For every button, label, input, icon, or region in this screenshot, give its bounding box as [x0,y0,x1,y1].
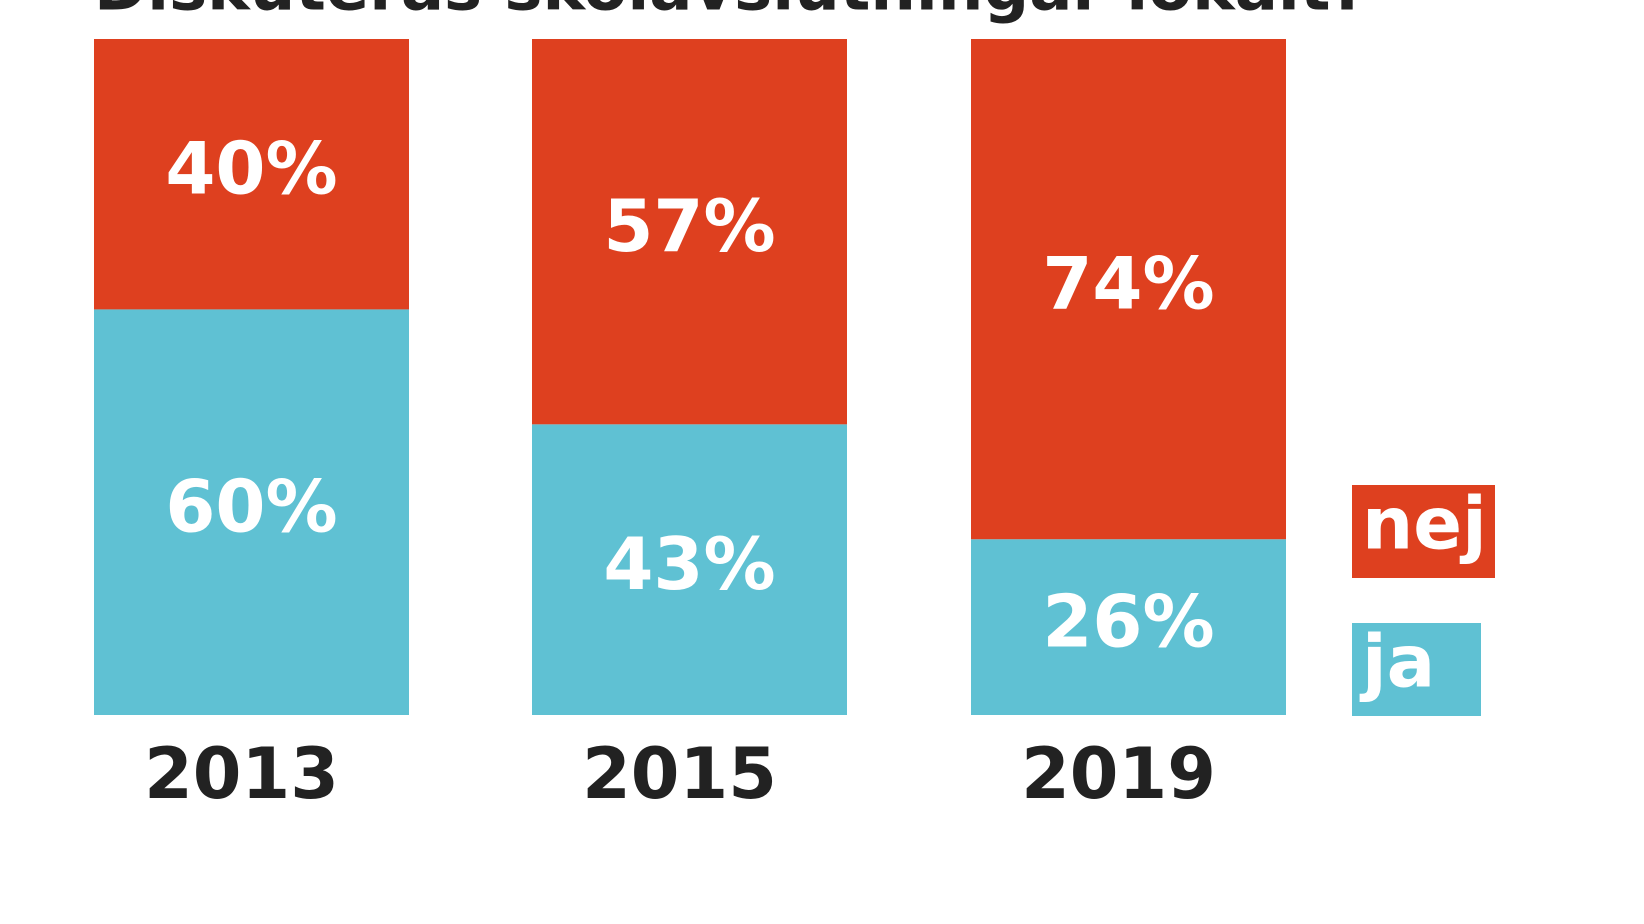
chart-title: Diskuteras skolavslutningar lokalt? [94,0,1368,26]
value-label: 26% [1042,580,1214,664]
bar-segment [94,309,409,715]
value-label: 40% [165,127,337,211]
x-tick-label: 2013 [144,733,339,815]
legend-label: nej [1362,482,1487,566]
legend-swatch [1352,623,1481,716]
bar-segment [94,39,409,310]
bar-segment [532,424,847,715]
bar-segment [971,39,1286,540]
legend-swatch [1352,485,1495,578]
value-label: 60% [165,465,337,549]
value-label: 57% [603,184,775,268]
legend-label: ja [1359,620,1435,704]
x-tick-label: 2015 [582,733,777,815]
value-label: 74% [1042,242,1214,326]
x-tick-label: 2019 [1021,733,1216,815]
bar-segment [971,539,1286,715]
bar-segment [532,39,847,425]
value-label: 43% [603,522,775,606]
